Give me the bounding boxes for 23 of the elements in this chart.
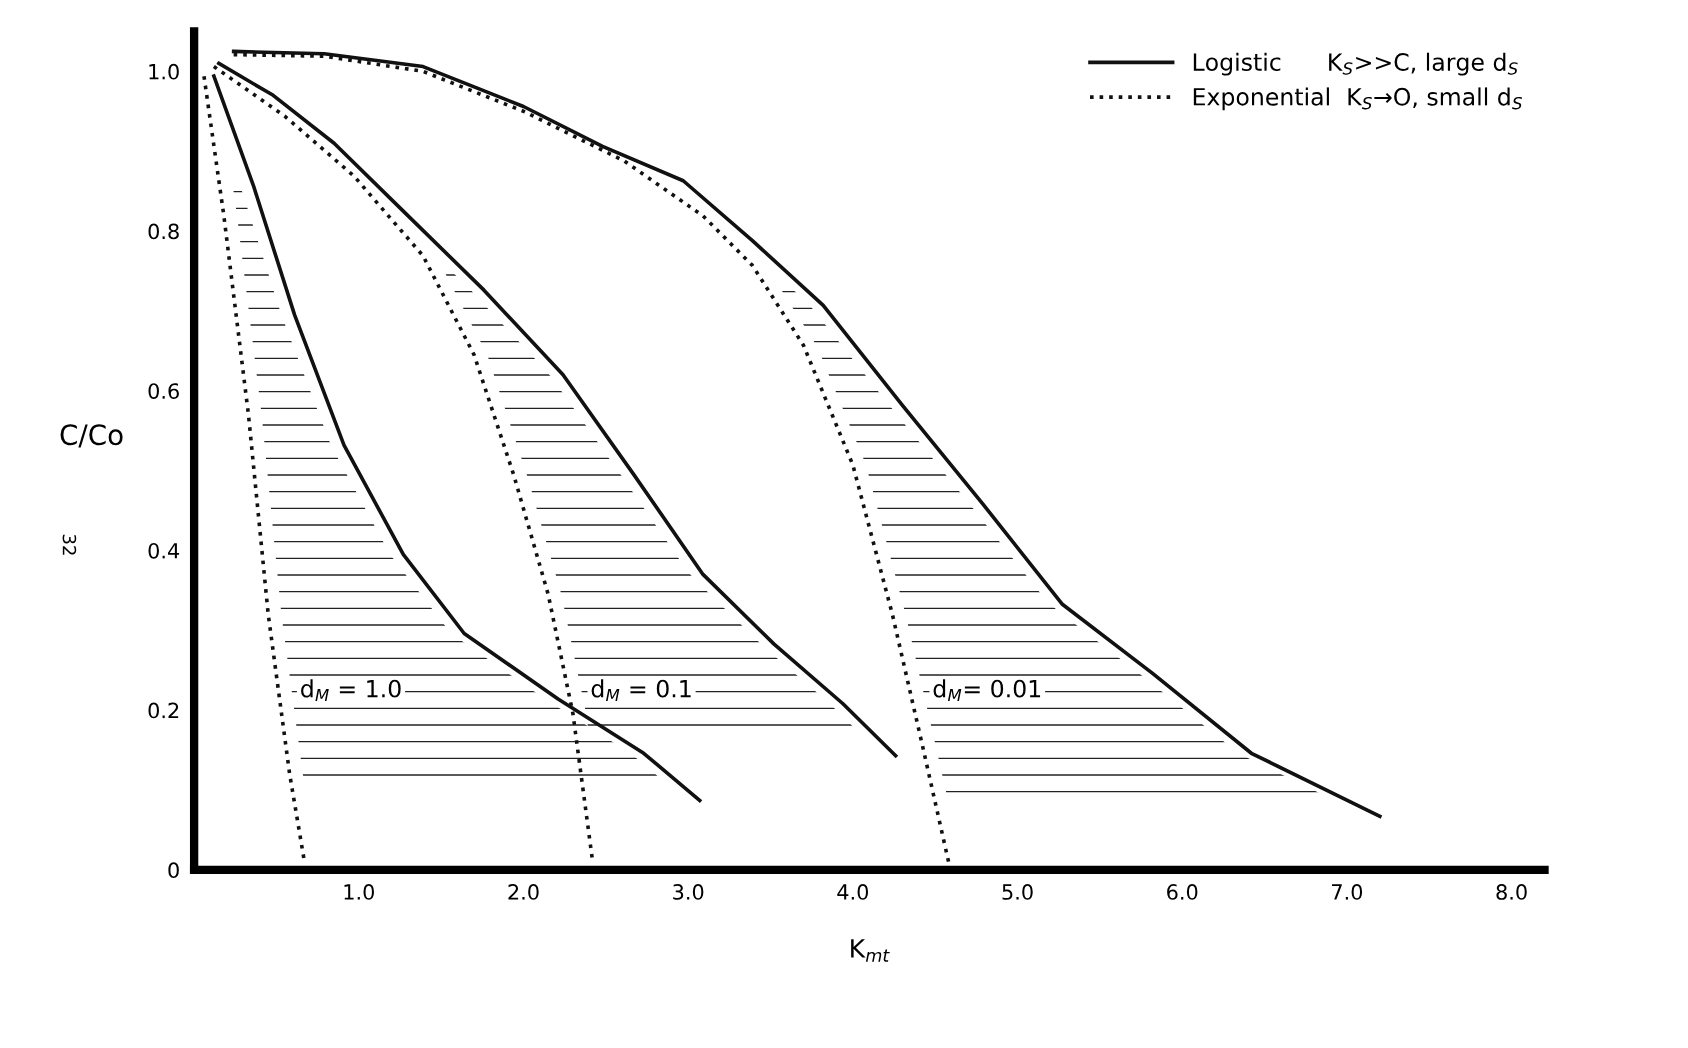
x-tick-label: 7.0 (1332, 884, 1363, 900)
line-series (217, 61, 898, 758)
y-tick-label: 0.4 (148, 542, 180, 559)
y-tick-label: 0.2 (148, 702, 179, 719)
annotation: d$_{M}$ = 0.1 (591, 679, 691, 702)
annotation: d$_{M}$ = 1.0 (301, 679, 401, 702)
x-axis-title: K$_{mt}$ (851, 939, 890, 962)
x-tick-label: 3.0 (673, 884, 704, 900)
x-tick-label: 5.0 (1002, 884, 1033, 900)
y-tick-label: 1.0 (149, 63, 179, 80)
y-tick-label: 0 (168, 862, 179, 879)
x-tick-label: 1.0 (344, 884, 374, 900)
y-tick-label: 0.8 (148, 223, 179, 240)
legend-label: Logistic K$_{S}$>>C, large d$_{S}$ (1193, 52, 1518, 76)
x-tick-label: 8.0 (1496, 884, 1527, 900)
x-tick-label: 6.0 (1167, 884, 1198, 900)
y-axis-title: C/Co (60, 424, 123, 448)
y-tick-label: 0.6 (148, 383, 179, 399)
x-tick-label: 2.0 (508, 884, 539, 900)
x-tick-label: 4.0 (837, 884, 869, 900)
legend-label: Exponential K$_{S}$→O, small d$_{S}$ (1193, 87, 1522, 111)
text: 32 (62, 534, 77, 555)
annotation: d$_{M}$= 0.01 (933, 679, 1041, 702)
